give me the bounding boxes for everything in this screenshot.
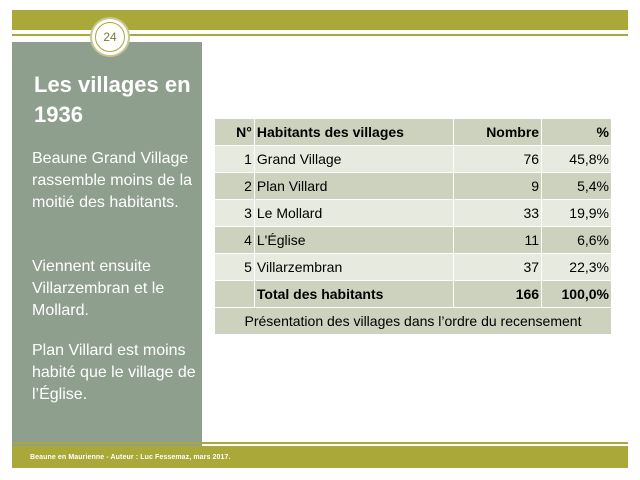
row-village: Grand Village [253,145,455,173]
row-village: Villarzembran [253,253,455,281]
header-number: N° [214,118,255,146]
row-village: Le Mollard [253,199,455,227]
top-accent-bar [12,10,628,30]
footer-text: Beaune en Maurienne - Auteur : Luc Fesse… [30,454,231,461]
row-count: 37 [453,253,543,281]
table-caption: Présentation des villages dans l’ordre d… [214,307,612,335]
row-percent: 45,8% [541,145,612,173]
row-village: L'Église [253,226,455,254]
page-number: 24 [95,22,125,52]
header-village: Habitants des villages [253,118,455,146]
total-number-cell [214,280,255,308]
header-percent: % [541,118,612,146]
row-percent: 5,4% [541,172,612,200]
table-row: 2 Plan Villard 9 5,4% [214,172,612,200]
row-number: 5 [214,253,255,281]
row-number: 4 [214,226,255,254]
villages-table: N° Habitants des villages Nombre % 1 Gra… [214,118,612,335]
slide-title: Les villages en 1936 [34,72,191,127]
total-percent: 100,0% [541,280,612,308]
row-count: 11 [453,226,543,254]
table-header-row: N° Habitants des villages Nombre % [214,118,612,146]
row-village: Plan Villard [253,172,455,200]
table-row: 1 Grand Village 76 45,8% [214,145,612,173]
footer-bar: Beaune en Maurienne - Auteur : Luc Fesse… [12,446,628,468]
row-count: 9 [453,172,543,200]
row-percent: 22,3% [541,253,612,281]
sidebar-paragraph-2: Viennent ensuite Villarzembran et le Mol… [32,258,165,319]
bottom-divider-line [12,442,628,444]
row-count: 76 [453,145,543,173]
total-count: 166 [453,280,543,308]
total-label: Total des habitants [253,280,455,308]
sidebar-paragraph-3: Plan Villard est moins habité que le vil… [32,342,196,403]
sidebar-paragraph-1: Beaune Grand Village rassemble moins de … [32,150,193,211]
table-total-row: Total des habitants 166 100,0% [214,280,612,308]
row-number: 1 [214,145,255,173]
header-count: Nombre [453,118,543,146]
row-number: 3 [214,199,255,227]
row-percent: 19,9% [541,199,612,227]
row-count: 33 [453,199,543,227]
table-row: 4 L'Église 11 6,6% [214,226,612,254]
table-row: 5 Villarzembran 37 22,3% [214,253,612,281]
sidebar-panel: Les villages en 1936 Beaune Grand Villag… [12,42,202,446]
table-row: 3 Le Mollard 33 19,9% [214,199,612,227]
table-caption-row: Présentation des villages dans l’ordre d… [214,307,612,335]
row-number: 2 [214,172,255,200]
row-percent: 6,6% [541,226,612,254]
page-number-badge: 24 [90,17,130,57]
top-divider-line [12,34,628,36]
